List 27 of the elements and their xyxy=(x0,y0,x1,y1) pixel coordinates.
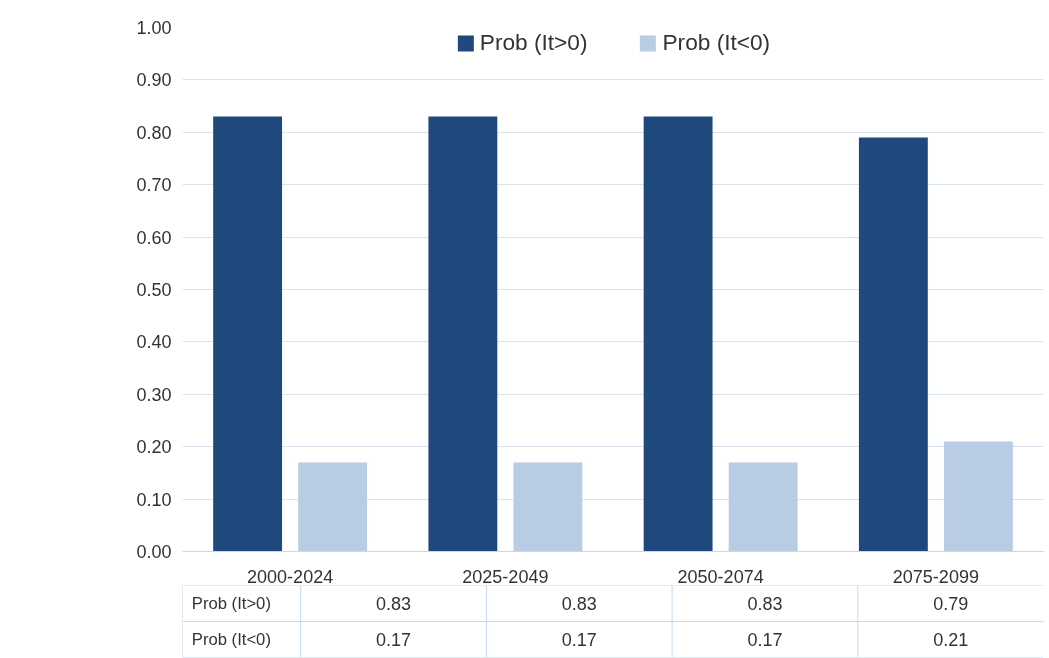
y-tick-label: 0.50 xyxy=(136,280,172,300)
data-label: 0.83 xyxy=(747,594,783,614)
x-tick-label: 2050-2074 xyxy=(677,566,764,587)
y-tick-label: 0.30 xyxy=(136,384,172,405)
x-tick-label: 2000-2024 xyxy=(247,566,334,587)
x-tick-label: 2025-2049 xyxy=(462,566,549,587)
y-tick-label: 0.80 xyxy=(136,122,172,143)
data-label: 0.83 xyxy=(561,594,597,614)
y-tick-label: 0.00 xyxy=(136,542,172,562)
y-tick-label: 0.20 xyxy=(136,437,172,458)
y-tick-label: 0.60 xyxy=(136,227,172,248)
text: Prob (It>0) xyxy=(191,594,271,613)
text: Prob (It<0) xyxy=(191,630,271,649)
data-label: 0.17 xyxy=(747,630,783,650)
y-tick-label: 0.40 xyxy=(136,332,172,353)
y-tick-label: 0.10 xyxy=(136,489,172,510)
x-tick-label: 2075-2099 xyxy=(892,566,979,587)
data-label: 0.17 xyxy=(561,630,597,650)
data-label: 0.21 xyxy=(933,630,969,650)
data-label: 0.83 xyxy=(376,594,412,614)
y-tick-label: 1.00 xyxy=(136,18,172,38)
y-tick-label: 0.70 xyxy=(136,175,172,196)
y-tick-label: 0.90 xyxy=(136,70,172,91)
data-label: 0.79 xyxy=(933,594,969,614)
legend-label: Prob (It<0) xyxy=(662,29,771,56)
legend-label: Prob (It>0) xyxy=(479,29,588,56)
data-label: 0.17 xyxy=(376,630,412,650)
